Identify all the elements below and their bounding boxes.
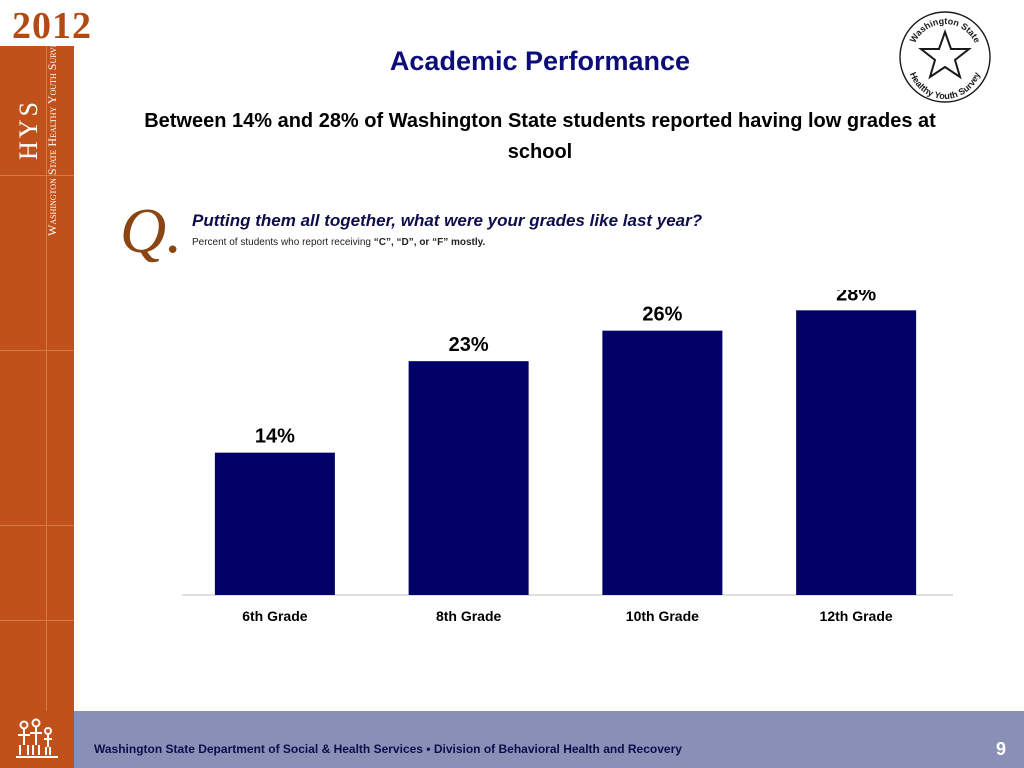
sidebar [0, 0, 74, 711]
bar-chart: 14% 6th Grade 23% 8th Grade 26% 10th Grade 28%… [182, 290, 953, 624]
hys-logo: Washington State Healthy Youth Survey [899, 11, 991, 103]
footer: Washington State Department of Social & … [0, 711, 1024, 768]
bar-3 [796, 310, 917, 595]
question-subtext: Percent of students who report receiving… [192, 237, 485, 248]
page-number: 9 [995, 739, 1006, 759]
footer-text: Washington State Department of Social & … [94, 742, 682, 756]
sidebar-divider [0, 525, 74, 526]
bar-2 [602, 330, 723, 595]
page-subtitle: Between 14% and 28% of Washington State … [144, 110, 936, 163]
data-label-3: 28% [836, 290, 876, 305]
star-icon [918, 28, 972, 80]
question-subtext-prefix: Percent of students who report receiving [192, 237, 374, 248]
x-tick-label-0: 6th Grade [242, 608, 308, 624]
bar-0 [214, 452, 335, 595]
question-mark-icon: Q. [120, 195, 183, 266]
page-title: Academic Performance [389, 46, 691, 76]
bar-1 [408, 361, 529, 595]
family-icon [16, 718, 58, 758]
sidebar-divider [0, 350, 74, 351]
data-label-0: 14% [255, 426, 295, 448]
sidebar-divider [0, 175, 74, 176]
data-label-1: 23% [449, 334, 489, 356]
data-label-2: 26% [642, 304, 682, 326]
x-tick-label-1: 8th Grade [436, 608, 502, 624]
sidebar-divider [0, 620, 74, 621]
brand-label: HYS [14, 98, 43, 160]
footer-logo-box [0, 711, 74, 768]
x-tick-label-3: 12th Grade [820, 608, 893, 624]
year-label: 2012 [0, 0, 130, 47]
question-subtext-bold: “C”, “D”, or “F” mostly. [373, 237, 486, 248]
sidebar-divider [46, 0, 47, 711]
x-tick-label-2: 10th Grade [626, 608, 699, 624]
brand-subtitle: Washington State Healthy Youth Survey [45, 36, 59, 236]
question-text: Putting them all together, what were you… [192, 211, 703, 230]
